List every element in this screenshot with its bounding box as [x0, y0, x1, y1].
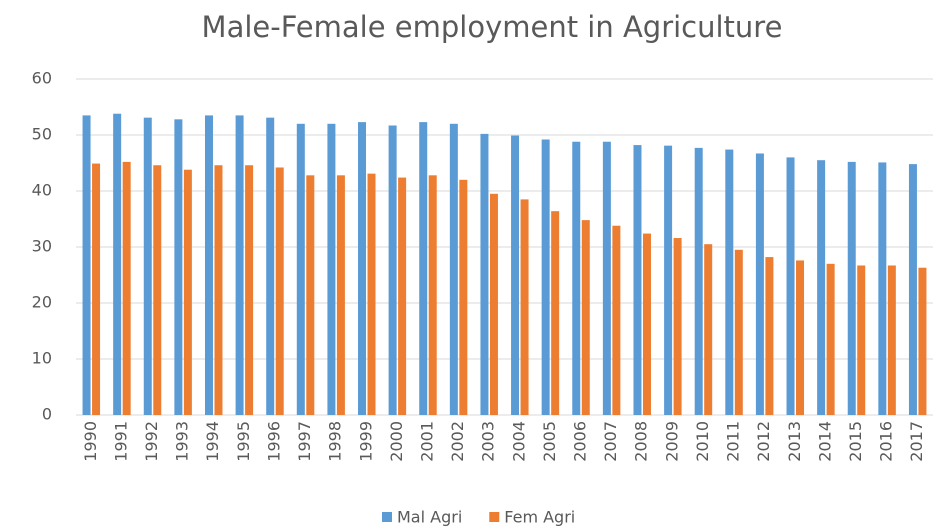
bar: [612, 225, 621, 415]
x-tick-label: 1992: [142, 421, 161, 462]
x-tick-label: 2006: [571, 421, 590, 462]
bar: [388, 125, 397, 415]
bar: [245, 165, 254, 415]
bar: [908, 164, 917, 415]
chart-title: Male-Female employment in Agriculture: [202, 10, 783, 44]
bar: [765, 257, 774, 415]
x-tick-label: 2011: [724, 421, 743, 462]
bar: [275, 167, 284, 415]
x-tick-label: 2004: [509, 421, 528, 462]
bar: [266, 117, 275, 415]
bar: [755, 153, 764, 416]
x-tick-label: 1993: [173, 421, 192, 462]
x-tick-label: 1994: [203, 421, 222, 462]
y-tick-label: 30: [32, 237, 52, 256]
x-tick-label: 2010: [693, 421, 712, 462]
x-tick-label: 2017: [907, 421, 926, 462]
bar: [551, 211, 560, 415]
bar: [419, 122, 428, 416]
x-tick-label: 2015: [846, 421, 865, 462]
x-tick-label: 1996: [264, 421, 283, 462]
bar: [183, 169, 192, 415]
x-tick-label: 2007: [601, 421, 620, 462]
bar: [489, 193, 498, 415]
legend-swatch: [489, 512, 500, 522]
bar: [82, 115, 91, 416]
bar: [113, 113, 122, 415]
x-tick-label: 2012: [754, 421, 773, 462]
bar: [847, 161, 856, 415]
bar: [826, 263, 835, 415]
bar: [92, 163, 101, 415]
y-tick-label: 20: [32, 293, 52, 312]
x-tick-label: 2008: [632, 421, 651, 462]
x-tick-label: 2014: [815, 421, 834, 462]
legend-label: Fem Agri: [504, 508, 575, 527]
x-tick-label: 1999: [356, 421, 375, 462]
bar: [367, 173, 376, 415]
x-tick-label: 1990: [81, 421, 100, 462]
bar: [204, 115, 213, 416]
x-tick-label: 2000: [387, 421, 406, 462]
bar: [153, 165, 162, 415]
y-tick-label: 10: [32, 349, 52, 368]
bar: [143, 117, 152, 415]
bar: [642, 233, 651, 415]
bar: [327, 123, 336, 416]
bar: [306, 175, 315, 415]
bar: [817, 160, 826, 415]
bar: [449, 123, 458, 416]
bar: [296, 123, 305, 416]
y-tick-label: 50: [32, 125, 52, 144]
bar: [786, 157, 795, 415]
bar: [857, 265, 866, 415]
bar: [918, 267, 927, 415]
bar: [122, 161, 131, 415]
legend-label: Mal Agri: [397, 508, 462, 527]
bar: [572, 141, 581, 415]
x-tick-label: 2016: [877, 421, 896, 462]
bar: [398, 177, 407, 415]
bar: [358, 122, 367, 416]
x-tick-label: 1998: [326, 421, 345, 462]
bar: [633, 145, 642, 415]
bar: [704, 244, 713, 415]
y-tick-label: 60: [32, 69, 52, 88]
bar: [694, 147, 703, 415]
x-tick-label: 1995: [234, 421, 253, 462]
bar: [887, 265, 896, 415]
x-tick-label: 2003: [479, 421, 498, 462]
legend-swatch: [382, 512, 392, 522]
bar: [664, 145, 673, 415]
x-tick-label: 2001: [417, 421, 436, 462]
bar: [541, 139, 550, 416]
bar: [480, 133, 489, 415]
bar: [174, 119, 183, 415]
bar: [602, 141, 611, 415]
y-tick-label: 0: [42, 405, 52, 424]
bar: [235, 115, 244, 416]
bar: [459, 179, 468, 415]
bar: [520, 199, 529, 415]
x-tick-label: 2002: [448, 421, 467, 462]
bar: [428, 175, 437, 415]
bar: [673, 238, 682, 415]
bar: [336, 175, 345, 415]
bar: [725, 149, 734, 415]
bar: [878, 162, 887, 415]
y-tick-label: 40: [32, 181, 52, 200]
x-tick-label: 2009: [662, 421, 681, 462]
bar: [214, 165, 223, 415]
x-tick-label: 2005: [540, 421, 559, 462]
bar: [511, 135, 520, 415]
bar: [796, 260, 805, 415]
x-tick-label: 1997: [295, 421, 314, 462]
x-tick-label: 1991: [111, 421, 130, 462]
bar: [581, 220, 590, 415]
x-tick-label: 2013: [785, 421, 804, 462]
bar: [734, 249, 743, 415]
